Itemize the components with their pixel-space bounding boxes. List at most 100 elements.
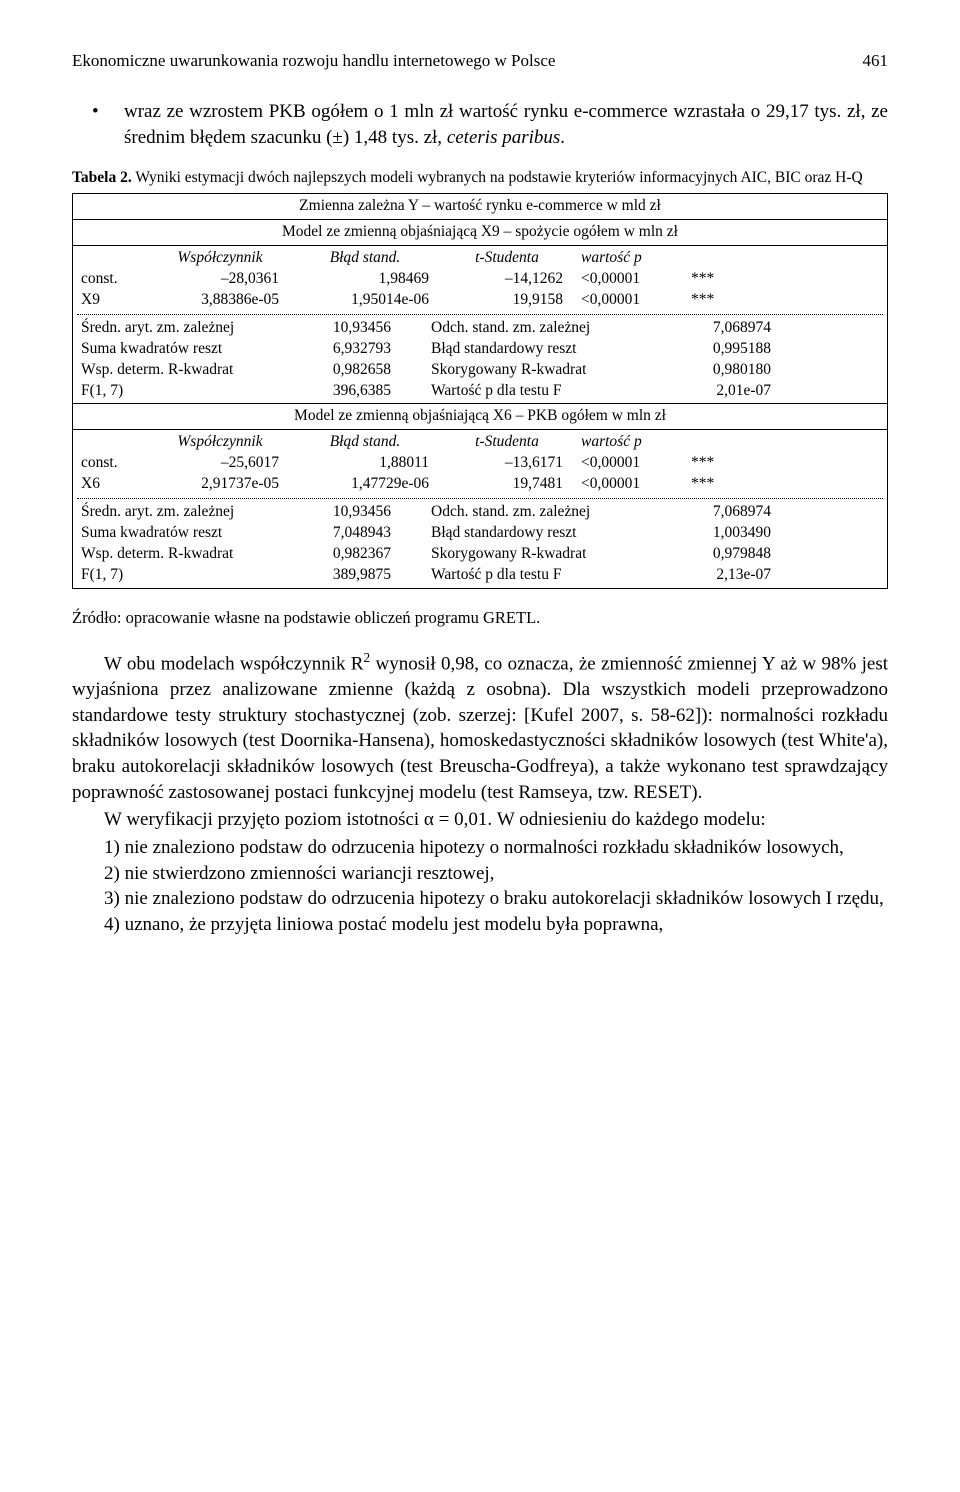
cell: 3,88386e-05 (161, 290, 301, 311)
col-coef: Współczynnik (161, 432, 301, 453)
table-row: X6 2,91737e-05 1,47729e-06 19,7481 <0,00… (77, 474, 883, 495)
cell: 1,98469 (301, 269, 451, 290)
table-row: Średn. aryt. zm. zależnej 10,93456 Odch.… (77, 502, 883, 523)
bullet-text-italics: ceteris paribus (447, 127, 560, 148)
bullet-text: wraz ze wzrostem PKB ogółem o 1 mln zł w… (124, 99, 888, 150)
table-caption-text: Wyniki estymacji dwóch najlepszych model… (132, 169, 863, 186)
cell: 7,048943 (301, 523, 431, 544)
cell: 19,7481 (451, 474, 581, 495)
page-number: 461 (863, 50, 889, 73)
cell: F(1, 7) (81, 381, 301, 402)
plus-minus-icon: ± (332, 127, 342, 148)
cell: Wsp. determ. R-kwadrat (81, 360, 301, 381)
running-header: Ekonomiczne uwarunkowania rozwoju handlu… (72, 50, 888, 73)
cell: Wartość p dla testu F (431, 565, 661, 586)
cell: –25,6017 (161, 453, 301, 474)
cell: 6,932793 (301, 339, 431, 360)
table-row: Wsp. determ. R-kwadrat 0,982658 Skorygow… (77, 360, 883, 381)
cell: X9 (81, 290, 161, 311)
table-row: const. –25,6017 1,88011 –13,6171 <0,0000… (77, 453, 883, 474)
cell: Wartość p dla testu F (431, 381, 661, 402)
p1-b: wynosił 0,98, co oznacza, że zmienność z… (72, 653, 888, 802)
cell: 0,982658 (301, 360, 431, 381)
cell: 7,068974 (661, 318, 771, 339)
cell: <0,00001 (581, 290, 691, 311)
model1-header: Model ze zmienną objaśniającą X9 – spoży… (73, 220, 888, 246)
body-list-item-1: 1) nie znaleziono podstaw do odrzucenia … (72, 835, 888, 861)
col-se: Błąd stand. (301, 248, 451, 269)
cell: const. (81, 269, 161, 290)
dotted-separator (77, 498, 883, 499)
cell: 1,88011 (301, 453, 451, 474)
table-caption: Tabela 2. Wyniki estymacji dwóch najleps… (72, 168, 888, 189)
cell: *** (691, 453, 731, 474)
col-t: t-Studenta (451, 432, 581, 453)
cell: Wsp. determ. R-kwadrat (81, 544, 301, 565)
table-row: Średn. aryt. zm. zależnej 10,93456 Odch.… (77, 318, 883, 339)
col-p: wartość p (581, 248, 691, 269)
cell: F(1, 7) (81, 565, 301, 586)
cell: Skorygowany R-kwadrat (431, 360, 661, 381)
coef-header-row: Współczynnik Błąd stand. t-Studenta wart… (77, 248, 883, 269)
table-caption-label: Tabela 2. (72, 169, 132, 186)
model2-coef-block: Współczynnik Błąd stand. t-Studenta wart… (73, 430, 888, 588)
body-paragraph-2: W weryfikacji przyjęto poziom istotności… (72, 807, 888, 833)
body-paragraph-1: W obu modelach współczynnik R2 wynosił 0… (72, 649, 888, 805)
body-list-item-4: 4) uznano, że przyjęta liniowa postać mo… (72, 912, 888, 938)
cell: 396,6385 (301, 381, 431, 402)
table-row: const. –28,0361 1,98469 –14,1262 <0,0000… (77, 269, 883, 290)
cell: 0,995188 (661, 339, 771, 360)
bullet-text-d: . (560, 127, 565, 148)
cell: 19,9158 (451, 290, 581, 311)
cell: Błąd standardowy reszt (431, 523, 661, 544)
bullet-item: • wraz ze wzrostem PKB ogółem o 1 mln zł… (72, 99, 888, 150)
table-row: X9 3,88386e-05 1,95014e-06 19,9158 <0,00… (77, 290, 883, 311)
bullet-text-b: ) 1,48 tys. zł, (343, 127, 447, 148)
cell: Suma kwadratów reszt (81, 339, 301, 360)
cell: <0,00001 (581, 474, 691, 495)
running-title: Ekonomiczne uwarunkowania rozwoju handlu… (72, 50, 555, 73)
cell: 2,91737e-05 (161, 474, 301, 495)
cell: 1,47729e-06 (301, 474, 451, 495)
cell: Średn. aryt. zm. zależnej (81, 318, 301, 339)
cell: 7,068974 (661, 502, 771, 523)
table-row: F(1, 7) 389,9875 Wartość p dla testu F 2… (77, 565, 883, 586)
table-row: F(1, 7) 396,6385 Wartość p dla testu F 2… (77, 381, 883, 402)
cell: Suma kwadratów reszt (81, 523, 301, 544)
cell: Skorygowany R-kwadrat (431, 544, 661, 565)
body-list-item-3: 3) nie znaleziono podstaw do odrzucenia … (72, 886, 888, 912)
col-t: t-Studenta (451, 248, 581, 269)
cell: 389,9875 (301, 565, 431, 586)
cell: 2,01e-07 (661, 381, 771, 402)
cell: 0,980180 (661, 360, 771, 381)
model2-header: Model ze zmienną objaśniającą X6 – PKB o… (73, 404, 888, 430)
bullet-dot: • (72, 99, 124, 125)
table-source: Źródło: opracowanie własne na podstawie … (72, 607, 888, 629)
col-coef: Współczynnik (161, 248, 301, 269)
cell: 0,979848 (661, 544, 771, 565)
table-y-header: Zmienna zależna Y – wartość rynku e-comm… (73, 194, 888, 220)
table-row: Suma kwadratów reszt 7,048943 Błąd stand… (77, 523, 883, 544)
cell: *** (691, 290, 731, 311)
cell: –14,1262 (451, 269, 581, 290)
cell: Błąd standardowy reszt (431, 339, 661, 360)
cell: *** (691, 474, 731, 495)
dotted-separator (77, 314, 883, 315)
cell: *** (691, 269, 731, 290)
table-row: Wsp. determ. R-kwadrat 0,982367 Skorygow… (77, 544, 883, 565)
cell: 1,003490 (661, 523, 771, 544)
cell: Średn. aryt. zm. zależnej (81, 502, 301, 523)
cell: const. (81, 453, 161, 474)
cell: 10,93456 (301, 318, 431, 339)
cell: –13,6171 (451, 453, 581, 474)
cell: X6 (81, 474, 161, 495)
cell: Odch. stand. zm. zależnej (431, 502, 661, 523)
col-se: Błąd stand. (301, 432, 451, 453)
cell: <0,00001 (581, 269, 691, 290)
model1-coef-block: Współczynnik Błąd stand. t-Studenta wart… (73, 245, 888, 403)
results-table: Zmienna zależna Y – wartość rynku e-comm… (72, 193, 888, 589)
coef-header-row: Współczynnik Błąd stand. t-Studenta wart… (77, 432, 883, 453)
cell: <0,00001 (581, 453, 691, 474)
cell: –28,0361 (161, 269, 301, 290)
col-p: wartość p (581, 432, 691, 453)
